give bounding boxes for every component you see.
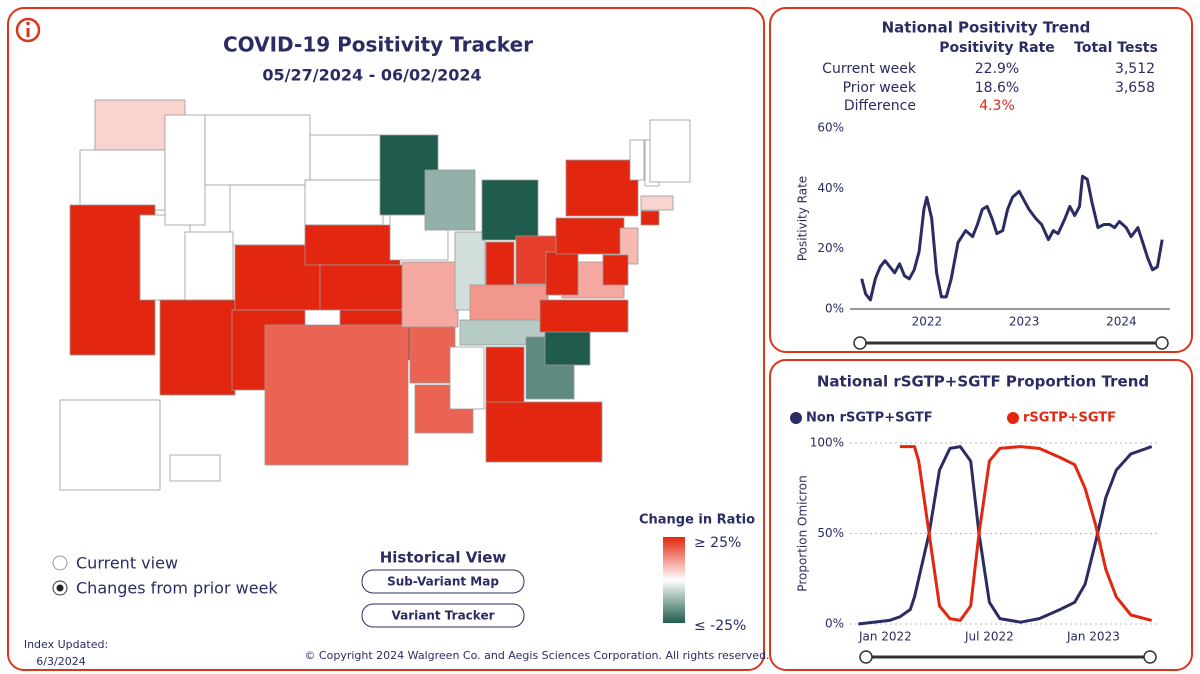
row-label: Current week — [822, 61, 917, 77]
state[interactable] — [309, 134, 383, 181]
x-tick-label: 2022 — [912, 315, 943, 329]
series-line — [899, 445, 1153, 622]
state[interactable] — [401, 261, 459, 328]
index-date: 6/3/2024 — [36, 655, 85, 668]
state[interactable] — [184, 231, 234, 301]
state[interactable] — [485, 346, 525, 410]
positivity-chart: Positivity Rate 0% 20% 40% 60% 2022 2023 2024 — [796, 121, 1170, 329]
state[interactable] — [539, 299, 629, 333]
row-label: Difference — [844, 98, 916, 114]
y-tick-label: 0% — [825, 617, 844, 631]
state[interactable] — [204, 114, 311, 186]
legend-title: Change in Ratio — [639, 513, 755, 528]
state[interactable] — [304, 179, 384, 226]
y-tick-label: 20% — [817, 241, 844, 255]
y-tick-label: 60% — [817, 121, 844, 135]
radio-label[interactable]: Current view — [76, 554, 178, 573]
copyright: © Copyright 2024 Walgreen Co. and Aegis … — [304, 649, 769, 662]
trend-panel — [769, 7, 1193, 353]
series-line — [860, 174, 1164, 302]
state[interactable] — [649, 119, 691, 183]
summary-title: National Positivity Trend — [882, 19, 1091, 37]
state[interactable] — [640, 210, 660, 226]
column-header: Total Tests — [1074, 40, 1158, 56]
y-axis-title: Positivity Rate — [796, 176, 810, 261]
legend-marker — [790, 412, 802, 424]
state[interactable] — [469, 284, 549, 321]
cell: 22.9% — [975, 61, 1019, 77]
state[interactable] — [449, 346, 485, 410]
legend-gradient — [663, 537, 685, 623]
legend-label: ≤ -25% — [694, 618, 746, 634]
index-label: Index Updated: — [24, 638, 108, 651]
x-tick-label: Jan 2023 — [1066, 630, 1120, 644]
state[interactable] — [629, 139, 645, 181]
time-slider[interactable] — [853, 336, 1169, 350]
y-tick-label: 100% — [810, 436, 844, 450]
y-tick-label: 40% — [817, 181, 844, 195]
x-tick-label: Jan 2022 — [858, 630, 912, 644]
y-tick-label: 0% — [825, 302, 844, 316]
map — [59, 99, 691, 491]
radio-dot — [56, 584, 64, 592]
state[interactable] — [139, 214, 191, 301]
legend-label: rSGTP+SGTF — [1023, 411, 1116, 426]
variant-title: National rSGTP+SGTF Proportion Trend — [817, 373, 1149, 391]
state[interactable] — [319, 264, 411, 311]
state[interactable] — [555, 217, 625, 255]
state[interactable] — [79, 149, 166, 211]
row-label: Prior week — [843, 80, 917, 96]
column-header: Positivity Rate — [939, 40, 1055, 56]
x-tick-label: Jul 2022 — [964, 630, 1014, 644]
cell: 4.3% — [979, 98, 1015, 114]
radio-current[interactable]: Current view — [52, 554, 178, 573]
radio-label[interactable]: Changes from prior week — [76, 579, 278, 598]
state[interactable] — [424, 169, 476, 231]
state[interactable] — [264, 324, 409, 466]
state[interactable] — [229, 184, 309, 246]
date-range: 05/27/2024 - 06/02/2024 — [262, 66, 481, 85]
state[interactable] — [169, 454, 221, 482]
state[interactable] — [409, 326, 456, 384]
page-title: COVID-19 Positivity Tracker — [223, 33, 533, 57]
legend-label: Non rSGTP+SGTF — [806, 411, 933, 426]
time-slider[interactable] — [859, 650, 1157, 664]
state[interactable] — [565, 159, 639, 217]
button-label[interactable]: Variant Tracker — [391, 609, 494, 623]
sub-variant-button[interactable]: Sub-Variant Map — [361, 569, 525, 594]
state[interactable] — [59, 399, 161, 491]
state[interactable] — [485, 401, 603, 463]
state[interactable] — [164, 114, 206, 226]
legend-label: ≥ 25% — [694, 535, 741, 551]
info-button[interactable] — [15, 17, 41, 43]
cell: 3,512 — [1115, 61, 1155, 77]
cell: 3,658 — [1115, 80, 1155, 96]
historical-title: Historical View — [380, 549, 507, 567]
state[interactable] — [545, 251, 579, 296]
radio-changes[interactable]: Changes from prior week — [52, 579, 278, 598]
legend-marker — [1007, 412, 1019, 424]
y-axis-title: Proportion Omicron — [796, 475, 810, 591]
x-tick-label: 2024 — [1106, 315, 1137, 329]
cell: 18.6% — [975, 80, 1019, 96]
variant-tracker-button[interactable]: Variant Tracker — [361, 603, 525, 628]
state[interactable] — [159, 299, 236, 396]
summary-table: Positivity Rate Total Tests Current week 22… — [822, 40, 1158, 114]
button-label[interactable]: Sub-Variant Map — [387, 575, 499, 589]
variant-chart: Proportion Omicron 0% 50% 100% Jan 2022 Jul 2… — [790, 411, 1160, 644]
state[interactable] — [640, 195, 674, 211]
radio[interactable] — [52, 555, 68, 571]
state[interactable] — [481, 179, 539, 241]
y-tick-label: 50% — [817, 526, 844, 540]
state[interactable] — [544, 329, 591, 366]
x-tick-label: 2023 — [1009, 315, 1040, 329]
state[interactable] — [304, 224, 401, 266]
state[interactable] — [602, 254, 629, 286]
